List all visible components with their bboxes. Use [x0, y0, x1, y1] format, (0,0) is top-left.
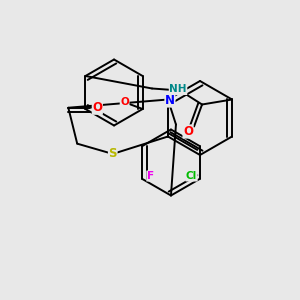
Text: O: O — [120, 97, 129, 107]
Text: O: O — [92, 101, 102, 114]
Text: S: S — [109, 147, 117, 161]
Text: Cl: Cl — [186, 171, 197, 181]
Text: O: O — [183, 125, 193, 138]
Text: N: N — [165, 94, 175, 107]
Text: NH: NH — [169, 85, 187, 94]
Text: F: F — [147, 171, 154, 181]
